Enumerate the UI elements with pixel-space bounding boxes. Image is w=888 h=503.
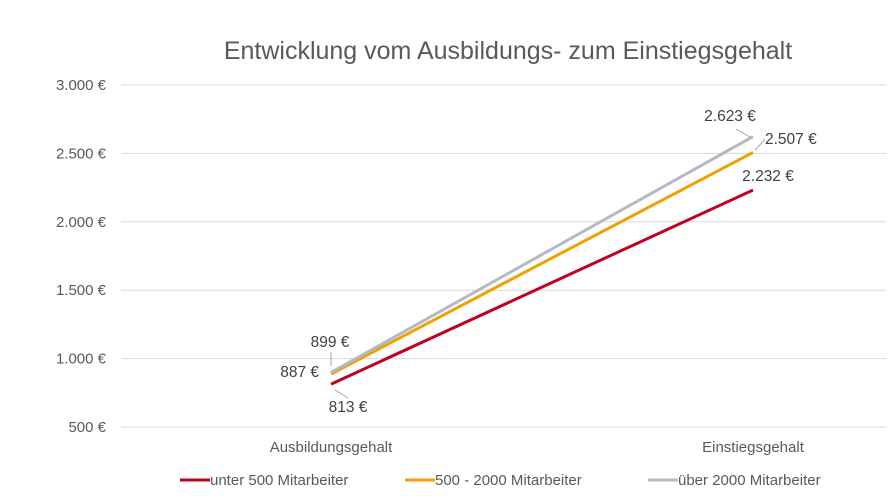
data-label: 2.232 € bbox=[742, 168, 794, 185]
legend-label: unter 500 Mitarbeiter bbox=[210, 472, 348, 489]
leader-line bbox=[334, 389, 349, 399]
y-axis-ticks: 500 € 1.000 € 1.500 € 2.000 € 2.500 € 3.000 € bbox=[56, 77, 107, 436]
legend-label: 500 - 2000 Mitarbeiter bbox=[435, 472, 582, 489]
x-category-label: Ausbildungsgehalt bbox=[270, 439, 393, 456]
data-label: 887 € bbox=[280, 364, 319, 381]
legend-item: über 2000 Mitarbeiter bbox=[648, 472, 821, 489]
chart-title: Entwicklung vom Ausbildungs- zum Einstie… bbox=[224, 37, 792, 65]
legend-item: 500 - 2000 Mitarbeiter bbox=[405, 472, 582, 489]
label-leader-lines bbox=[330, 128, 766, 399]
data-label: 813 € bbox=[329, 399, 368, 416]
y-tick-label: 500 € bbox=[68, 419, 106, 436]
leader-line bbox=[735, 128, 751, 138]
x-category-label: Einstiegsgehalt bbox=[702, 439, 805, 456]
y-tick-label: 2.000 € bbox=[56, 214, 107, 231]
series-lines bbox=[330, 135, 754, 386]
series-line bbox=[330, 135, 754, 374]
data-label: 899 € bbox=[311, 334, 350, 351]
legend-item: unter 500 Mitarbeiter bbox=[180, 472, 348, 489]
leader-line bbox=[754, 138, 766, 151]
series-line bbox=[330, 188, 754, 386]
gridlines bbox=[121, 84, 886, 428]
series-line bbox=[330, 151, 754, 376]
legend-label: über 2000 Mitarbeiter bbox=[678, 472, 821, 489]
data-label: 2.507 € bbox=[765, 131, 817, 148]
y-tick-label: 1.500 € bbox=[56, 282, 107, 299]
x-axis-categories: Ausbildungsgehalt Einstiegsgehalt bbox=[270, 439, 805, 456]
y-tick-label: 1.000 € bbox=[56, 351, 107, 368]
data-label: 2.623 € bbox=[704, 108, 756, 125]
y-tick-label: 2.500 € bbox=[56, 145, 107, 162]
legend: unter 500 Mitarbeiter 500 - 2000 Mitarbei… bbox=[180, 472, 821, 489]
y-tick-label: 3.000 € bbox=[56, 77, 107, 94]
data-labels: 813 € 2.232 € 887 € 2.507 € 899 € 2.623 € bbox=[280, 108, 817, 416]
